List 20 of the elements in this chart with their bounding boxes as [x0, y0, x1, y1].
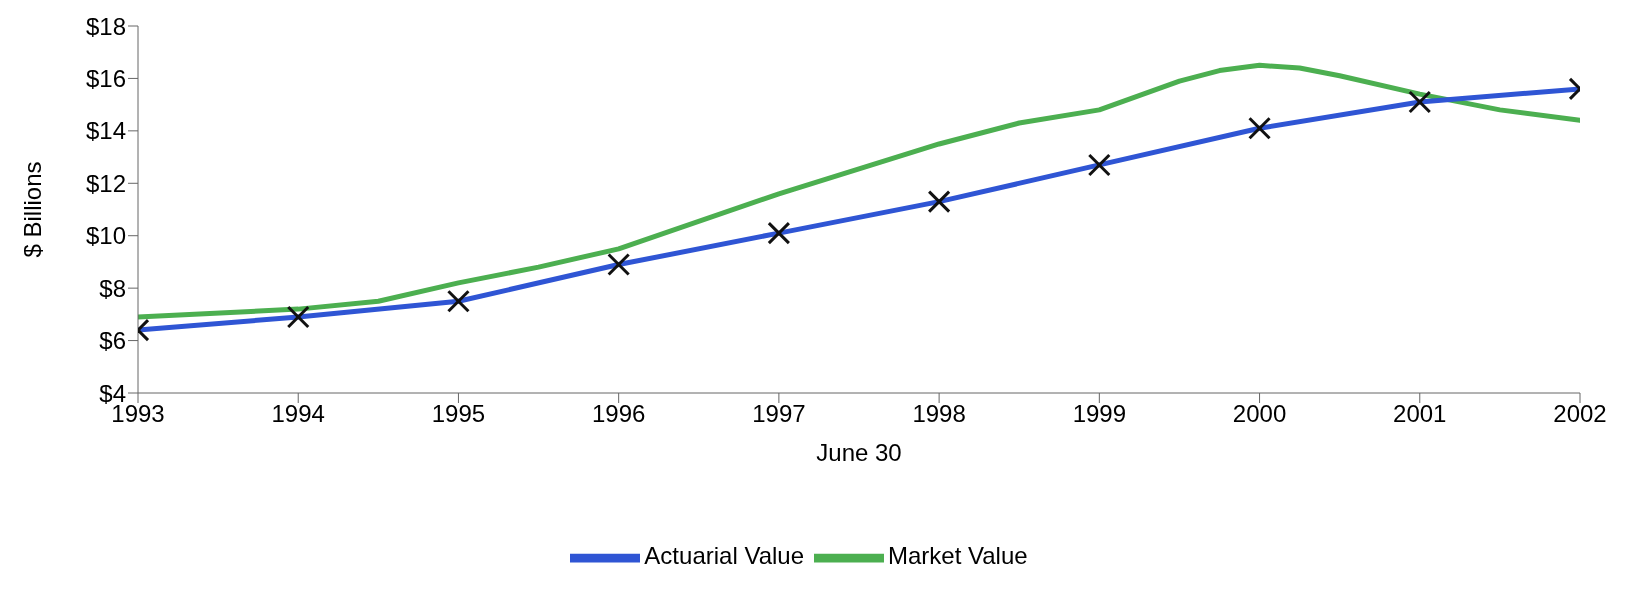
x-axis-title: June 30 [816, 439, 902, 466]
x-tick-label: 1994 [271, 400, 325, 428]
x-tick-label: 1995 [431, 400, 486, 428]
x-tick-label: 1999 [1072, 400, 1127, 428]
x-tick-label: 1996 [591, 400, 646, 428]
y-tick-label: $14 [85, 117, 126, 145]
x-tick-label: 2002 [1553, 400, 1607, 428]
y-tick-label: $18 [85, 12, 126, 40]
y-tick-label: $16 [85, 64, 126, 92]
x-tick-label: 1998 [912, 400, 966, 428]
y-tick-label: $8 [99, 274, 126, 302]
legend-label: Actuarial Value [644, 542, 805, 570]
x-tick-label: 2001 [1393, 400, 1447, 428]
x-tick-label: 1997 [752, 400, 806, 428]
legend-label: Market Value [888, 542, 1028, 570]
y-tick-label: $12 [85, 169, 126, 197]
y-tick-label: $10 [85, 222, 126, 250]
y-tick-label: $6 [99, 327, 126, 355]
y-axis-title: $ Billions [18, 161, 46, 258]
x-tick-label: 2000 [1232, 400, 1287, 428]
